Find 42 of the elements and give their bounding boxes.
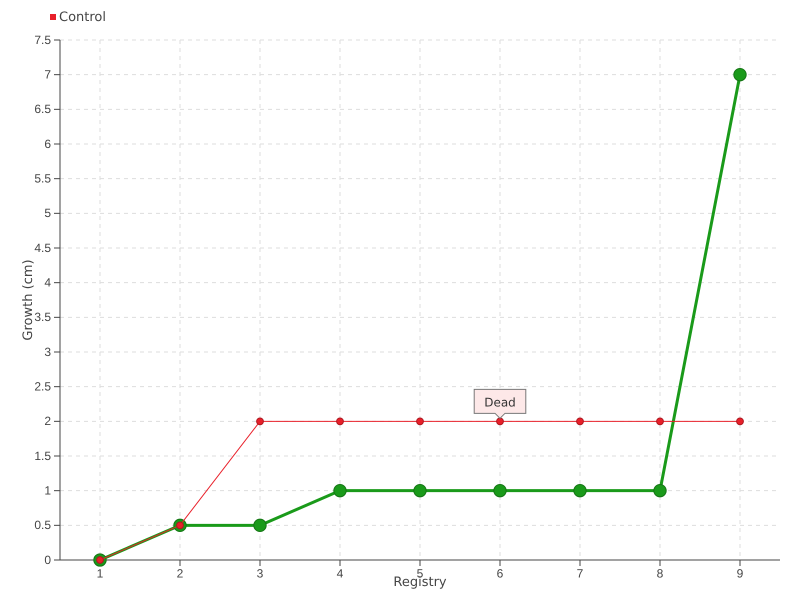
point — [253, 518, 267, 532]
y-axis-title: Growth (cm) — [21, 259, 36, 341]
y-tick-label: 3.5 — [34, 310, 52, 324]
y-tick-label: 4.5 — [34, 240, 52, 255]
y-tick-label: 7.5 — [34, 32, 52, 47]
y-tick-label: 4 — [44, 276, 52, 290]
x-tick-label: 4 — [336, 566, 344, 581]
y-tick-label: 1.5 — [34, 448, 52, 463]
y-tick-label: 6.5 — [34, 102, 52, 116]
x-tick-label: 3 — [256, 566, 264, 581]
x-tick-label: 9 — [736, 566, 744, 581]
y-tick-label: 7 — [44, 68, 52, 82]
point — [733, 68, 747, 82]
x-tick-label: 1 — [96, 566, 104, 581]
point — [336, 417, 344, 426]
point — [576, 417, 584, 426]
y-tick-label: 2 — [44, 414, 52, 428]
point — [736, 417, 744, 426]
point — [416, 417, 424, 426]
x-axis-title: Registry — [393, 575, 447, 590]
y-tick-label: 1 — [44, 484, 52, 498]
point — [653, 484, 667, 498]
x-tick-label: 6 — [496, 566, 504, 581]
y-tick-label: 3 — [44, 344, 52, 359]
y-tick-label: 0.5 — [34, 518, 52, 532]
point — [493, 484, 507, 498]
x-tick-label: 8 — [656, 566, 664, 581]
y-tick-label: 5.5 — [34, 172, 52, 186]
annotation: Dead — [484, 395, 516, 410]
point — [573, 484, 587, 498]
y-tick-label: 6 — [44, 136, 52, 151]
y-tick-label: 2.5 — [34, 380, 52, 394]
y-tick-label: 0 — [44, 552, 52, 567]
legend-label: Control — [59, 10, 106, 25]
point — [656, 417, 664, 426]
x-tick-label: 2 — [176, 566, 184, 581]
point — [413, 484, 427, 498]
point — [256, 417, 264, 426]
point — [333, 484, 347, 498]
y-tick-label: 5 — [44, 206, 52, 220]
point — [496, 417, 504, 426]
x-tick-label: 7 — [576, 566, 584, 581]
